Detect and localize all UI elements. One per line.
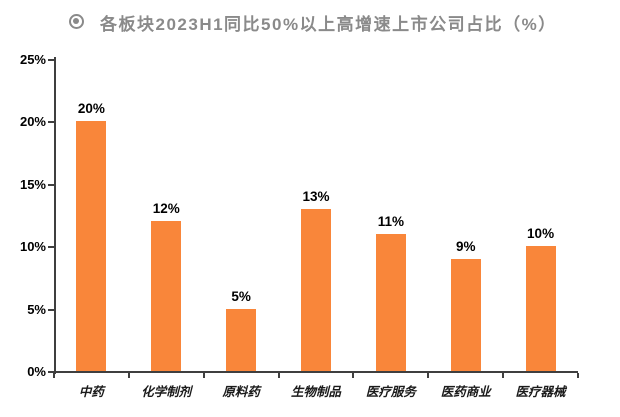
bar — [151, 221, 182, 371]
y-axis-tick-label: 5% — [27, 301, 46, 317]
x-axis-tick — [352, 373, 355, 378]
x-axis-category-label: 医疗服务 — [365, 385, 416, 399]
bar-value-label: 10% — [527, 226, 555, 241]
y-axis-tick-label: 25% — [19, 51, 46, 67]
chart-title: 各板块2023H1同比50%以上高增速上市公司占比（%） — [100, 15, 557, 34]
bar — [301, 208, 331, 371]
bar-value-label: 12% — [152, 201, 180, 216]
x-axis-tick — [427, 373, 430, 378]
y-axis-line — [54, 57, 56, 374]
y-axis-tick-label: 0% — [27, 364, 46, 379]
x-axis-category-label: 医疗器械 — [515, 385, 566, 399]
y-axis-tick — [48, 308, 54, 311]
x-axis-category-label: 医药商业 — [440, 385, 491, 399]
chart-header: 各板块2023H1同比50%以上高增速上市公司占比（%） — [0, 0, 620, 40]
x-axis-tick — [502, 373, 505, 378]
bullseye-icon — [69, 14, 84, 29]
bar — [226, 308, 257, 371]
bar — [450, 258, 481, 371]
bar-value-label: 5% — [231, 288, 251, 304]
x-axis-category-label: 原料药 — [222, 385, 260, 399]
bar-value-label: 20% — [77, 101, 105, 116]
x-axis-tick — [202, 373, 205, 378]
bar — [375, 233, 406, 371]
y-axis-tick — [48, 246, 54, 248]
bullseye-dot — [73, 18, 79, 24]
y-axis-tick-label: 15% — [19, 176, 46, 192]
y-axis-tick — [48, 371, 54, 373]
y-axis-tick-label: 20% — [19, 114, 46, 129]
y-axis-tick — [48, 121, 54, 123]
x-axis-tick — [577, 373, 579, 378]
bar — [525, 246, 556, 371]
bar-value-label: 13% — [302, 188, 330, 204]
x-axis-tick — [277, 373, 280, 378]
y-axis-tick-label: 10% — [19, 239, 46, 254]
x-axis-category-label: 生物制品 — [290, 385, 341, 399]
x-axis-tick — [53, 373, 55, 378]
x-axis-category-label: 中药 — [78, 385, 104, 399]
y-axis-tick — [48, 58, 54, 61]
bar-value-label: 9% — [455, 238, 476, 254]
x-axis-line — [54, 371, 578, 373]
y-axis-tick — [48, 183, 54, 186]
bar-value-label: 11% — [377, 213, 404, 229]
x-axis-category-label: 化学制剂 — [141, 385, 192, 399]
x-axis-tick — [127, 373, 130, 378]
bar — [76, 121, 107, 371]
